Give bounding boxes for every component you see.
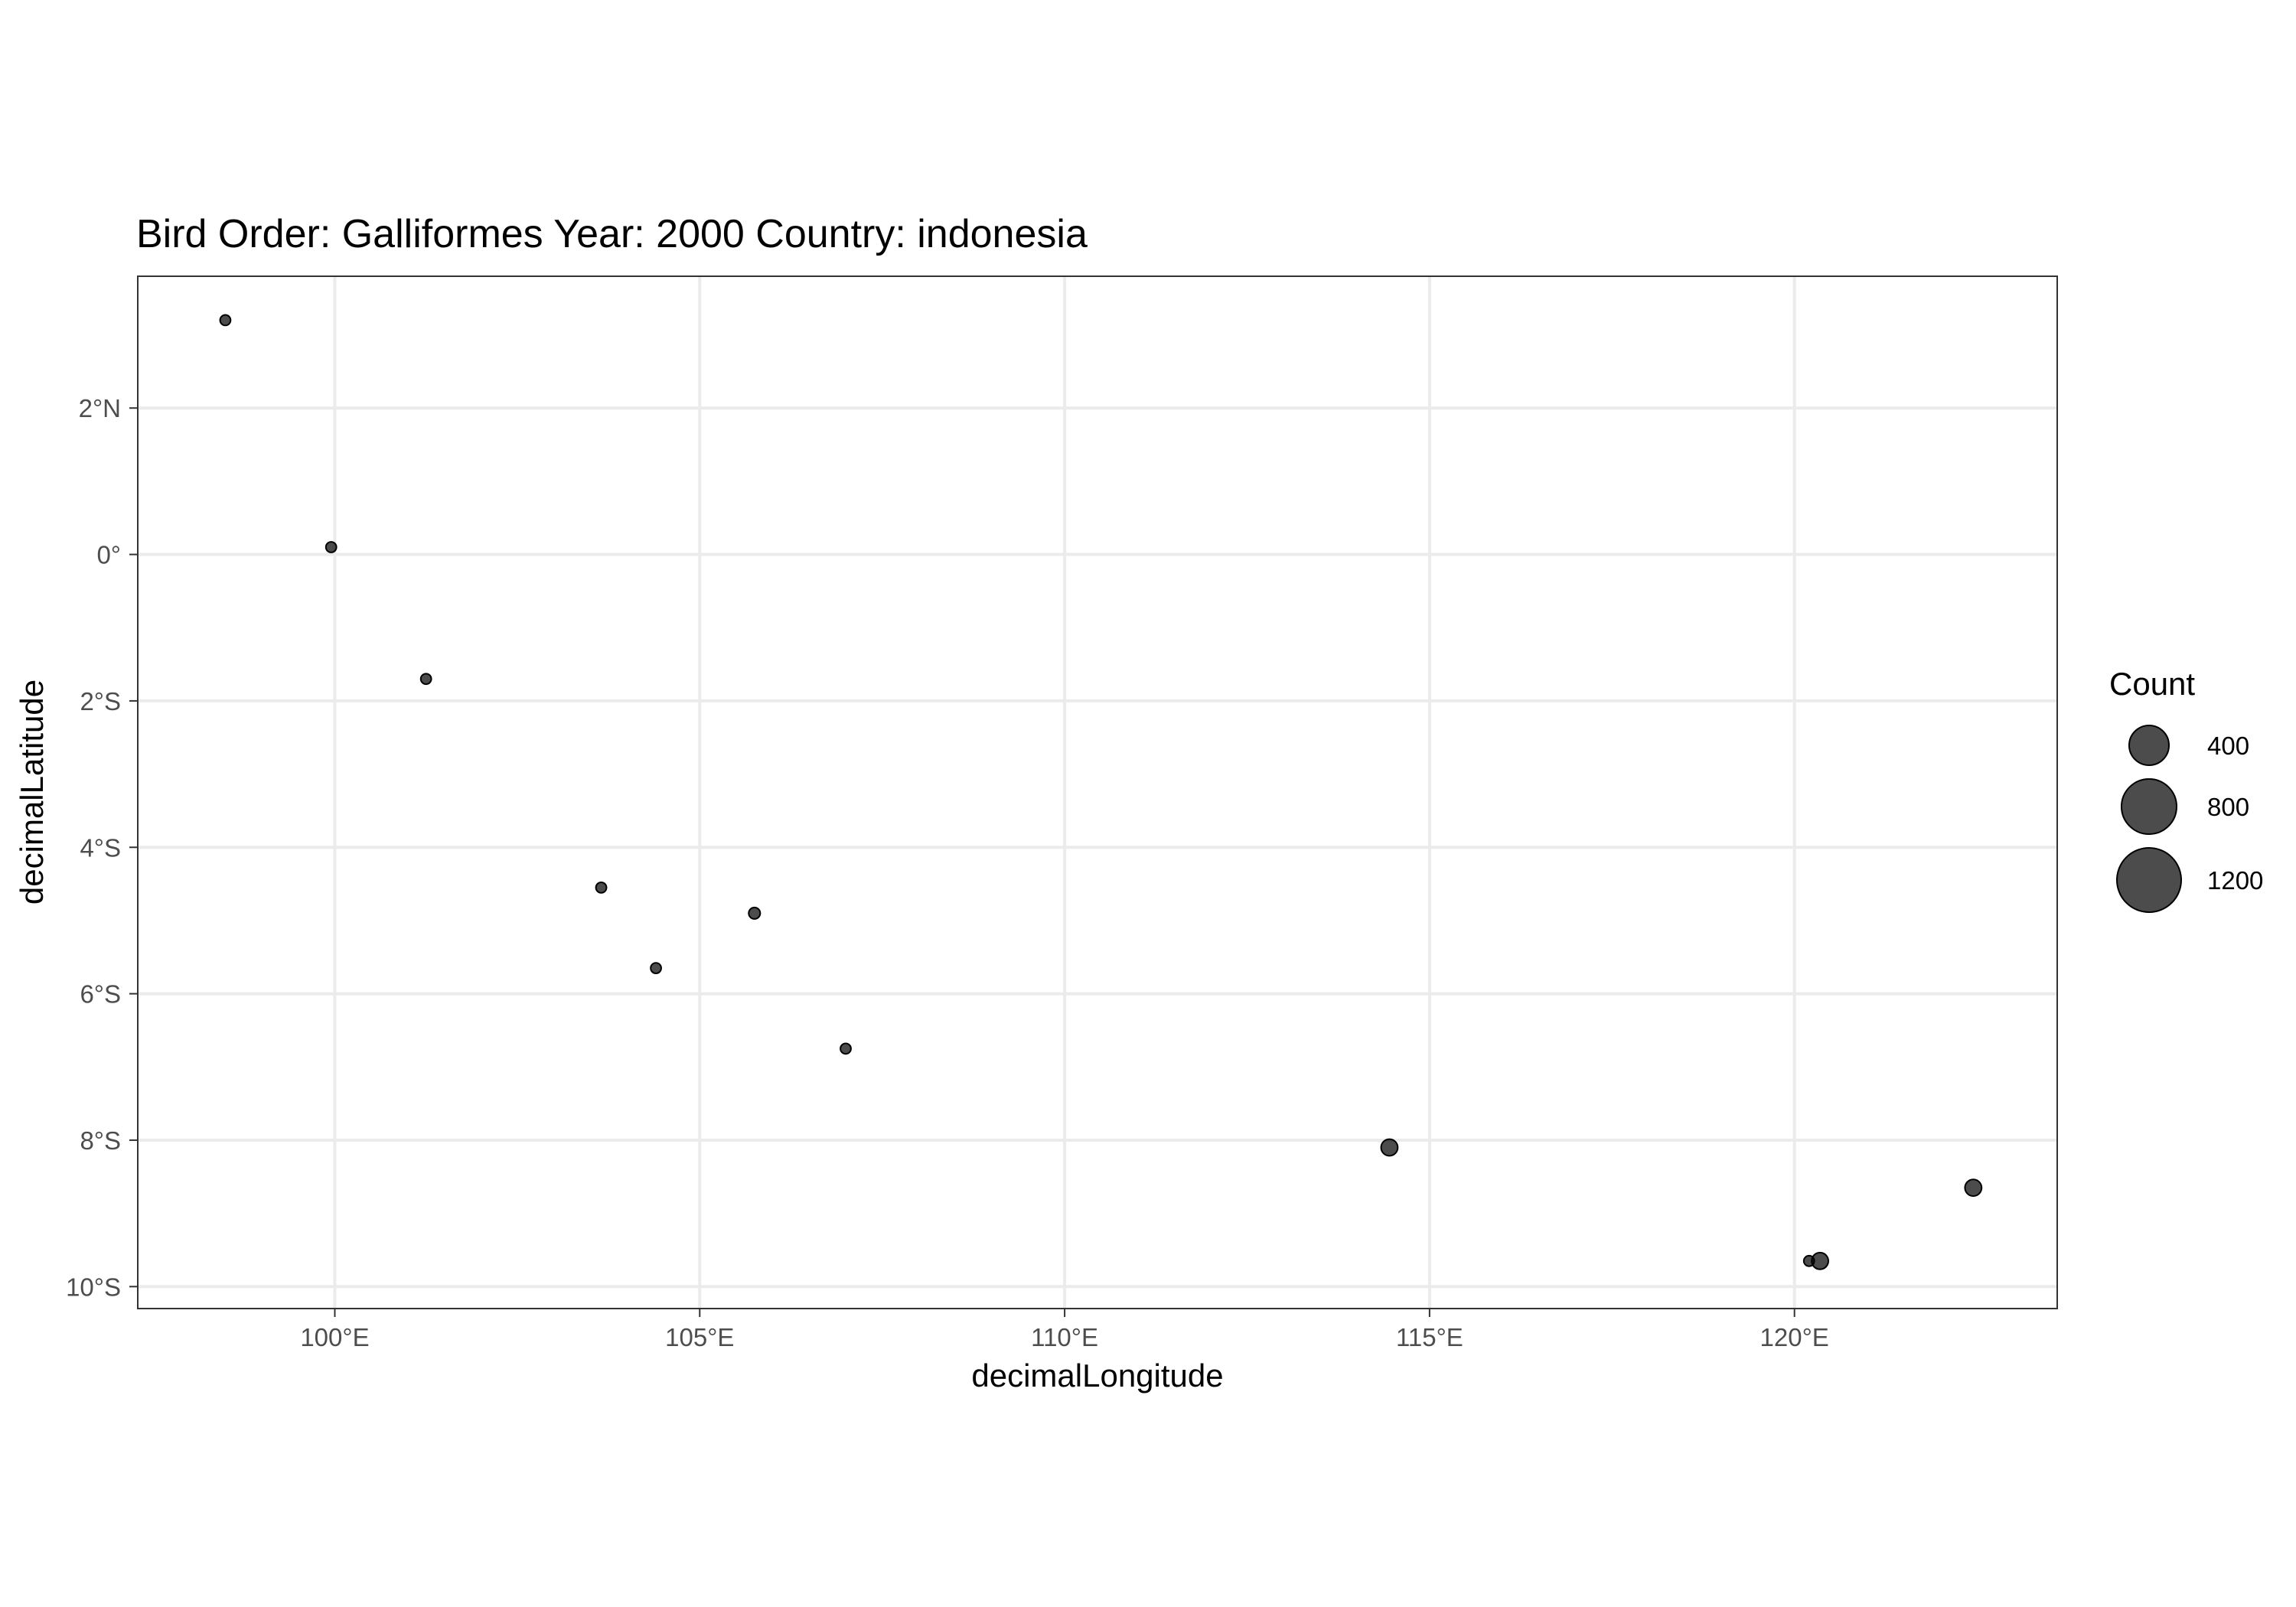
y-tick-label: 8°S [80,1126,121,1155]
x-tick-label: 105°E [665,1323,734,1351]
x-tick-label: 115°E [1396,1323,1463,1351]
data-point [219,314,232,327]
y-tick-label: 2°S [80,687,121,715]
legend-title: Count [2109,666,2195,702]
data-point [748,906,762,920]
y-axis-title: decimalLatitude [14,680,50,905]
plot-panel-border [137,275,2058,1309]
data-point [650,962,662,975]
data-point [1811,1251,1829,1270]
legend-key [2121,778,2177,835]
x-tick-label: 110°E [1031,1323,1098,1351]
y-tick-label: 2°N [79,394,121,422]
x-tick-label: 100°E [300,1323,369,1351]
legend-key [2128,725,2170,766]
y-tick-label: 6°S [80,980,121,1009]
y-tick-label: 0° [96,541,121,569]
grid [138,276,2057,1309]
legend-label: 1200 [2207,866,2263,895]
data-point [595,881,608,894]
data-point [419,673,432,686]
data-point [1380,1138,1399,1157]
data-point [325,541,338,553]
axes: 100°E 105°E 110°E 115°E 120°E 2°N 0° 2°S 4°S 6°S 8… [66,394,1829,1351]
legend-label: 400 [2207,732,2249,760]
chart-title: Bird Order: Galliformes Year: 2000 Count… [136,212,1088,256]
y-tick-label: 10°S [66,1273,121,1301]
legend: Count 400 800 1200 [2109,666,2263,913]
data-point [840,1042,852,1055]
legend-label: 800 [2207,793,2249,821]
legend-key [2116,847,2182,913]
x-axis-title: decimalLongitude [971,1358,1223,1393]
y-tick-label: 4°S [80,833,121,862]
x-tick-label: 120°E [1760,1323,1829,1351]
data-point [1964,1178,1983,1198]
data-points [219,314,1983,1270]
